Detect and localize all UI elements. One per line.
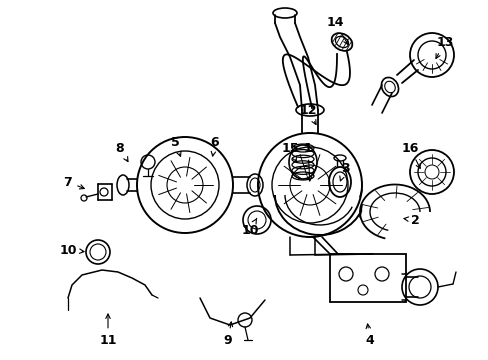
Text: 5: 5 — [170, 135, 181, 156]
Text: 12: 12 — [299, 104, 316, 125]
Text: 10: 10 — [59, 243, 84, 257]
Text: 4: 4 — [365, 324, 374, 346]
Text: 11: 11 — [99, 314, 117, 346]
Text: 9: 9 — [223, 322, 232, 346]
Text: 6: 6 — [210, 135, 219, 156]
Text: 10: 10 — [241, 218, 258, 237]
Text: 2: 2 — [403, 213, 419, 226]
Text: 8: 8 — [116, 141, 128, 162]
Text: 3: 3 — [339, 162, 348, 181]
Text: 16: 16 — [401, 141, 419, 168]
Text: 7: 7 — [63, 176, 84, 189]
Text: 14: 14 — [325, 15, 347, 45]
Text: 15: 15 — [281, 141, 298, 161]
Text: 13: 13 — [435, 36, 453, 58]
Text: 1: 1 — [303, 141, 312, 181]
